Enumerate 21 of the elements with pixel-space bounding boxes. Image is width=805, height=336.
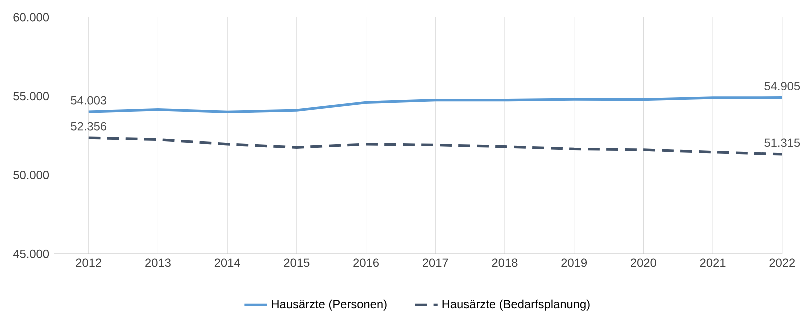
data-label: 54.905 [764, 82, 800, 91]
legend-label: Hausärzte (Bedarfsplanung) [442, 300, 590, 311]
legend-label: Hausärzte (Personen) [272, 300, 387, 311]
data-label: 51.315 [764, 138, 800, 148]
x-tick-label: 2021 [700, 258, 726, 268]
x-tick-label: 2018 [492, 258, 518, 268]
x-tick-label: 2016 [354, 258, 379, 268]
y-tick-label: 60.000 [14, 13, 50, 22]
x-tick-label: 2020 [631, 258, 656, 268]
x-tick-label: 2019 [562, 258, 588, 268]
y-tick-label: 45.000 [13, 250, 50, 258]
data-label: 54.003 [71, 96, 107, 105]
x-tick-label: 2012 [76, 258, 102, 268]
data-label: 52.356 [71, 122, 107, 131]
x-tick-label: 2022 [770, 258, 796, 268]
y-tick-label: 50.000 [14, 171, 50, 180]
x-tick-label: 2014 [214, 258, 240, 268]
x-tick-label: 2017 [423, 258, 448, 268]
x-tick-label: 2013 [146, 258, 171, 268]
y-tick-label: 55.000 [14, 92, 50, 101]
x-tick-label: 2015 [284, 258, 310, 268]
